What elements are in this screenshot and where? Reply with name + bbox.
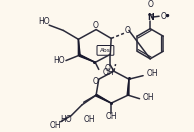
Polygon shape [96,94,111,103]
Text: OH: OH [147,69,158,78]
Text: OH: OH [143,93,155,102]
Text: OH: OH [102,69,114,77]
Text: O: O [92,77,98,86]
Text: HO: HO [60,116,72,124]
Polygon shape [78,39,80,55]
Text: O: O [161,12,166,21]
Polygon shape [127,79,129,95]
Text: O: O [124,26,130,35]
Text: O: O [92,21,98,30]
Text: HO: HO [38,17,50,26]
Text: OH: OH [49,121,61,130]
Polygon shape [79,54,95,62]
Text: OH: OH [83,115,95,124]
Text: HO: HO [53,56,65,65]
Text: Abs: Abs [100,48,111,53]
Text: O: O [147,0,153,9]
FancyBboxPatch shape [97,46,114,55]
Text: OH: OH [105,112,117,121]
Text: N: N [147,13,154,22]
Text: O: O [105,64,111,73]
